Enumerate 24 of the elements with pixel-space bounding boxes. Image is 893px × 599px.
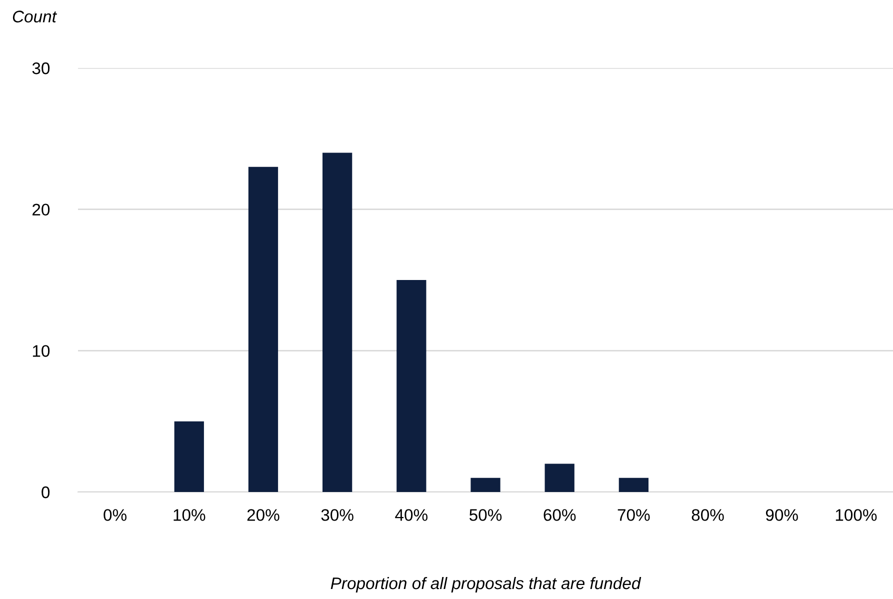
x-tick-label: 80% xyxy=(692,509,724,521)
x-tick-label: 0% xyxy=(104,509,126,521)
x-tick-label: 70% xyxy=(618,509,650,521)
bar xyxy=(322,152,352,492)
x-tick-label: 100% xyxy=(836,509,877,521)
x-tick-label: 60% xyxy=(544,509,576,521)
bar xyxy=(396,280,426,492)
x-tick-label: 90% xyxy=(766,509,798,521)
y-tick-label: 0 xyxy=(42,486,50,498)
y-tick-label: 20 xyxy=(32,204,50,216)
x-tick-label: 50% xyxy=(469,509,502,521)
x-tick-label: 20% xyxy=(247,509,280,521)
x-tick-label: 30% xyxy=(321,509,354,521)
x-axis-title: Proportion of all proposals that are funded xyxy=(330,576,642,593)
bar xyxy=(470,478,500,492)
y-tick-label: 30 xyxy=(32,62,50,74)
x-tick-label: 40% xyxy=(395,509,428,521)
bar xyxy=(618,478,648,492)
bar xyxy=(248,166,278,492)
bar xyxy=(174,421,204,492)
y-tick-label: 10 xyxy=(32,345,50,357)
x-tick-label: 10% xyxy=(174,509,206,521)
y-axis-title: Count xyxy=(12,10,58,22)
bar xyxy=(544,464,574,492)
